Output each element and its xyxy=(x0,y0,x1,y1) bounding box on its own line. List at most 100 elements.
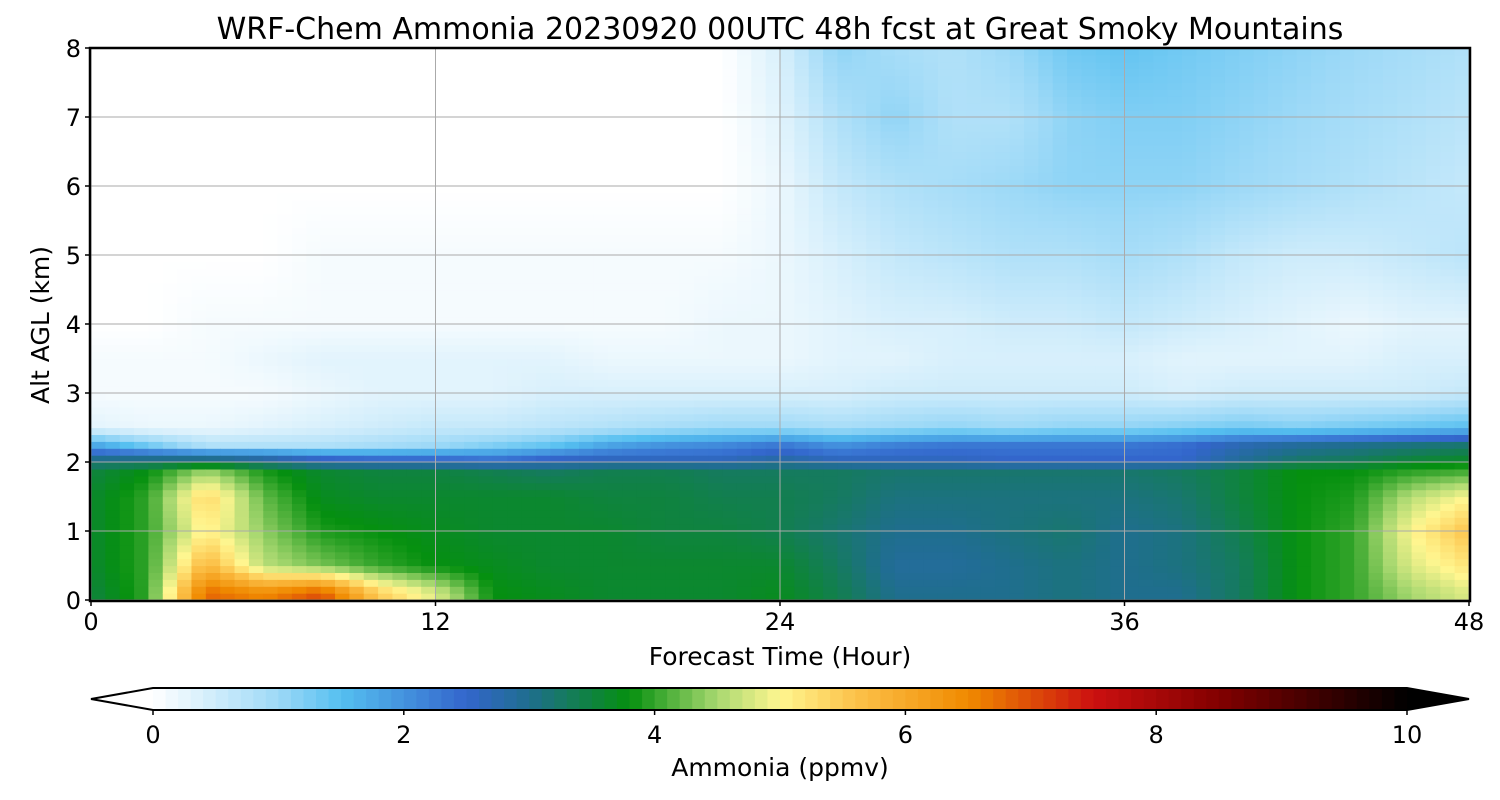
heatmap-cell xyxy=(952,172,968,180)
heatmap-cell xyxy=(148,317,164,325)
heatmap-cell xyxy=(162,482,178,491)
heatmap-cell xyxy=(909,110,925,118)
heatmap-cell xyxy=(679,372,695,380)
heatmap-cell xyxy=(392,427,408,435)
heatmap-cell xyxy=(593,455,609,463)
heatmap-cell xyxy=(464,137,480,146)
heatmap-cell xyxy=(535,544,551,553)
heatmap-cell xyxy=(952,544,968,553)
heatmap-cell xyxy=(636,289,652,297)
heatmap-cell xyxy=(535,282,551,291)
heatmap-cell xyxy=(909,220,925,228)
heatmap-cell xyxy=(751,324,767,332)
heatmap-cell xyxy=(794,448,810,456)
heatmap-cell xyxy=(607,551,623,560)
heatmap-cell xyxy=(263,89,279,97)
heatmap-cell xyxy=(291,434,307,442)
heatmap-cell xyxy=(780,48,795,56)
heatmap-cell xyxy=(234,420,250,429)
heatmap-cell xyxy=(148,110,164,118)
heatmap-cell xyxy=(449,123,465,132)
heatmap-cell xyxy=(507,324,523,332)
heatmap-cell xyxy=(837,110,853,118)
heatmap-cell xyxy=(909,572,925,580)
heatmap-cell xyxy=(937,144,953,153)
heatmap-cell xyxy=(435,289,451,297)
heatmap-cell xyxy=(119,399,135,408)
heatmap-cell xyxy=(105,103,121,111)
heatmap-cell xyxy=(607,406,623,415)
heatmap-cell xyxy=(378,393,394,401)
heatmap-cell xyxy=(306,303,322,311)
heatmap-cell xyxy=(579,68,594,77)
heatmap-cell xyxy=(119,282,135,291)
heatmap-cell xyxy=(837,337,853,346)
heatmap-cell xyxy=(923,330,939,339)
heatmap-cell xyxy=(808,199,824,208)
heatmap-cell xyxy=(191,372,207,380)
heatmap-cell xyxy=(105,89,121,97)
heatmap-cell xyxy=(263,586,279,594)
heatmap-cell xyxy=(593,537,609,546)
heatmap-cell xyxy=(134,54,150,63)
heatmap-cell xyxy=(679,227,695,235)
heatmap-cell xyxy=(134,192,150,201)
heatmap-cell xyxy=(708,48,724,56)
heatmap-cell xyxy=(607,351,623,360)
heatmap-cell xyxy=(550,303,566,311)
heatmap-cell xyxy=(220,413,236,422)
heatmap-cell xyxy=(665,103,681,111)
heatmap-cell xyxy=(650,386,666,394)
heatmap-cell xyxy=(851,275,867,284)
heatmap-cell xyxy=(291,248,307,256)
heatmap-cell xyxy=(277,117,293,125)
heatmap-cell xyxy=(378,213,394,222)
heatmap-cell xyxy=(866,586,882,594)
heatmap-cell xyxy=(220,379,236,387)
heatmap-cell xyxy=(880,289,896,297)
heatmap-cell xyxy=(421,427,437,435)
heatmap-cell xyxy=(579,524,594,532)
heatmap-cell xyxy=(521,186,537,194)
heatmap-cell xyxy=(119,103,135,111)
heatmap-cell xyxy=(263,351,279,360)
heatmap-cell xyxy=(607,192,623,201)
heatmap-cell xyxy=(550,330,566,339)
heatmap-cell xyxy=(880,537,896,546)
heatmap-cell xyxy=(593,372,609,380)
heatmap-cell xyxy=(751,275,767,284)
heatmap-cell xyxy=(736,572,752,580)
heatmap-cell xyxy=(894,558,910,567)
heatmap-cell xyxy=(91,393,106,401)
heatmap-cell xyxy=(119,537,135,546)
heatmap-cell xyxy=(291,496,307,504)
heatmap-cell xyxy=(708,89,724,97)
heatmap-cell xyxy=(435,68,451,77)
heatmap-cell xyxy=(550,206,566,215)
heatmap-cell xyxy=(464,151,480,159)
heatmap-cell xyxy=(507,82,523,90)
heatmap-cell xyxy=(607,358,623,366)
heatmap-cell xyxy=(708,572,724,580)
heatmap-cell xyxy=(851,61,867,70)
heatmap-cell xyxy=(234,61,250,70)
heatmap-cell xyxy=(880,572,896,580)
heatmap-cell xyxy=(478,151,494,159)
heatmap-cell xyxy=(851,579,867,587)
heatmap-cell xyxy=(765,441,781,449)
heatmap-cell xyxy=(665,303,681,311)
heatmap-cell xyxy=(693,296,709,304)
heatmap-cell xyxy=(794,110,810,118)
heatmap-cell xyxy=(665,351,681,360)
heatmap-cell xyxy=(306,130,322,139)
heatmap-cell xyxy=(306,82,322,90)
heatmap-cell xyxy=(693,261,709,270)
heatmap-cell xyxy=(521,123,537,132)
heatmap-cell xyxy=(378,248,394,256)
heatmap-cell xyxy=(937,399,953,408)
heatmap-cell xyxy=(449,448,465,456)
heatmap-cell xyxy=(736,448,752,456)
heatmap-cell xyxy=(880,434,896,442)
heatmap-cell xyxy=(808,524,824,532)
heatmap-cell xyxy=(866,393,882,401)
